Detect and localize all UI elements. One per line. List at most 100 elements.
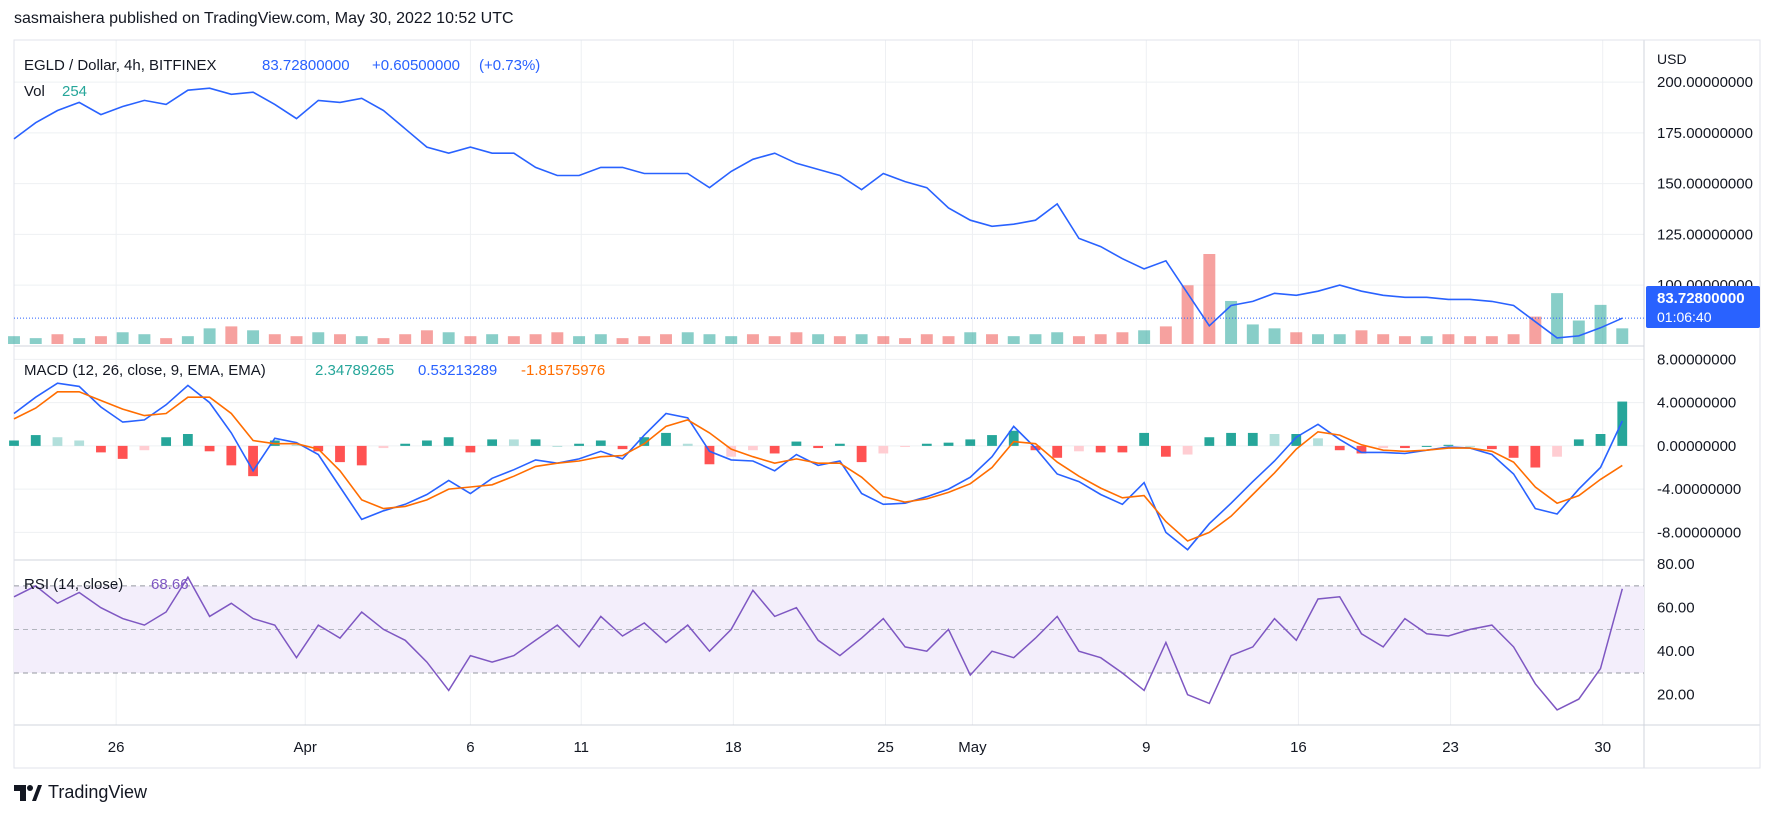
volume-bar [1485, 336, 1498, 344]
volume-bar [1594, 304, 1607, 344]
volume-bar [812, 334, 825, 344]
volume-bar [334, 334, 346, 344]
volume-bar [1029, 334, 1042, 344]
macd-histogram-bar [791, 441, 802, 446]
volume-bar [377, 338, 390, 344]
volume-bar [1377, 334, 1390, 344]
volume-bar [247, 330, 260, 344]
price-tick-label: 150.00000000 [1657, 176, 1753, 193]
x-tick-label: 18 [725, 739, 742, 756]
volume-bar [1072, 336, 1085, 344]
macd-label: MACD (12, 26, close, 9, EMA, EMA) [24, 362, 266, 379]
macd-histogram-bar [1269, 434, 1280, 446]
macd-histogram-bar [1160, 445, 1171, 457]
volume-bar [73, 338, 86, 344]
macd-histogram-bar [1139, 432, 1150, 446]
rsi-line [13, 575, 1624, 711]
volume-bar [681, 332, 694, 344]
macd-histogram-bar [769, 445, 780, 454]
macd-histogram-bar [335, 445, 345, 463]
change-pct-value: (+0.73%) [479, 57, 540, 74]
macd-histogram-bar [1117, 445, 1128, 453]
volume-bar [725, 336, 738, 344]
chart-frame [13, 39, 1761, 769]
symbol-label: EGLD / Dollar, 4h, BITFINEX [24, 57, 217, 74]
volume-bar [355, 336, 368, 344]
vol-value: 254 [62, 83, 87, 100]
volume-bar [899, 338, 912, 344]
volume-bar [790, 332, 803, 344]
volume-bar [877, 336, 890, 344]
macd-histogram-bar [1595, 434, 1606, 446]
macd-histogram-bar [682, 443, 693, 446]
macd-histogram-bar [1465, 445, 1476, 447]
volume-bars [8, 254, 1629, 344]
macd-histogram-bar [508, 439, 519, 446]
volume-bar [94, 336, 107, 344]
macd-value: 2.34789265 [315, 362, 394, 379]
signal-line [13, 391, 1623, 542]
price-line [13, 87, 1623, 339]
macd-pane [9, 382, 1628, 551]
macd-histogram-bar [96, 445, 106, 453]
currency-text: USD [1657, 51, 1687, 67]
volume-bar [768, 336, 781, 344]
macd-histogram-bar [552, 445, 563, 447]
macd-histogram-bar [52, 437, 63, 446]
chart-border [13, 39, 1761, 769]
macd-histogram-bar [617, 445, 628, 450]
volume-bar [1007, 336, 1020, 344]
volume-bar [203, 328, 216, 344]
macd-histogram-bar [1313, 438, 1323, 446]
macd-histogram-bar [204, 445, 215, 452]
macd-histogram-bar [1552, 445, 1562, 457]
volume-bar [399, 334, 412, 344]
macd-line [13, 382, 1624, 551]
price-tick-label: 200.00000000 [1657, 74, 1753, 91]
volume-bar [660, 334, 672, 344]
volume-bar [1464, 336, 1477, 344]
macd-histogram-bar [1421, 445, 1432, 447]
volume-bar [1203, 254, 1216, 344]
macd-histogram-bar [117, 445, 128, 459]
volume-bar [1420, 336, 1433, 344]
macd-histogram-bar [1356, 445, 1367, 454]
volume-bar [703, 334, 716, 344]
rsi-tick-label: 20.00 [1657, 687, 1695, 704]
macd-histogram-bar [661, 432, 671, 446]
macd-histogram-bar [248, 445, 258, 477]
macd-histogram-bar [400, 443, 411, 446]
volume-bar [1551, 293, 1564, 344]
volume-bar [312, 332, 325, 344]
macd-histogram-bar [1247, 432, 1258, 446]
price-legend: EGLD / Dollar, 4h, BITFINEX 83.72800000 … [24, 57, 540, 74]
macd-histogram-bar [9, 440, 19, 446]
brand[interactable]: TradingView [14, 782, 147, 803]
volume-bar [986, 334, 998, 344]
volume-bar [486, 334, 499, 344]
volume-bar [8, 336, 20, 344]
volume-bar [1616, 328, 1629, 344]
macd-histogram-bar [1226, 432, 1236, 446]
macd-histogram-bar [30, 435, 41, 446]
vol-label: Vol [24, 83, 45, 100]
rsi-label: RSI (14, close) [24, 576, 123, 593]
macd-histogram-bar [987, 435, 997, 446]
macd-histogram-bar [878, 445, 889, 454]
currency-label: USD [1657, 51, 1687, 67]
macd-histogram-bar [1052, 445, 1063, 458]
volume-bar [1333, 334, 1346, 344]
macd-histogram-bar [1617, 401, 1628, 446]
rsi-value: 68.66 [151, 576, 189, 593]
signal-value: 0.53213289 [418, 362, 497, 379]
volume-bar [1529, 316, 1542, 344]
macd-histogram-bar [139, 445, 150, 451]
x-tick-label: 16 [1290, 739, 1307, 756]
macd-histogram-bar [1008, 430, 1019, 446]
macd-histogram-bar [1530, 445, 1541, 468]
volume-bar [1355, 330, 1368, 344]
volume-bar [1051, 332, 1064, 344]
macd-histogram-bar [813, 445, 824, 449]
rsi-tick-label: 60.00 [1657, 600, 1695, 617]
